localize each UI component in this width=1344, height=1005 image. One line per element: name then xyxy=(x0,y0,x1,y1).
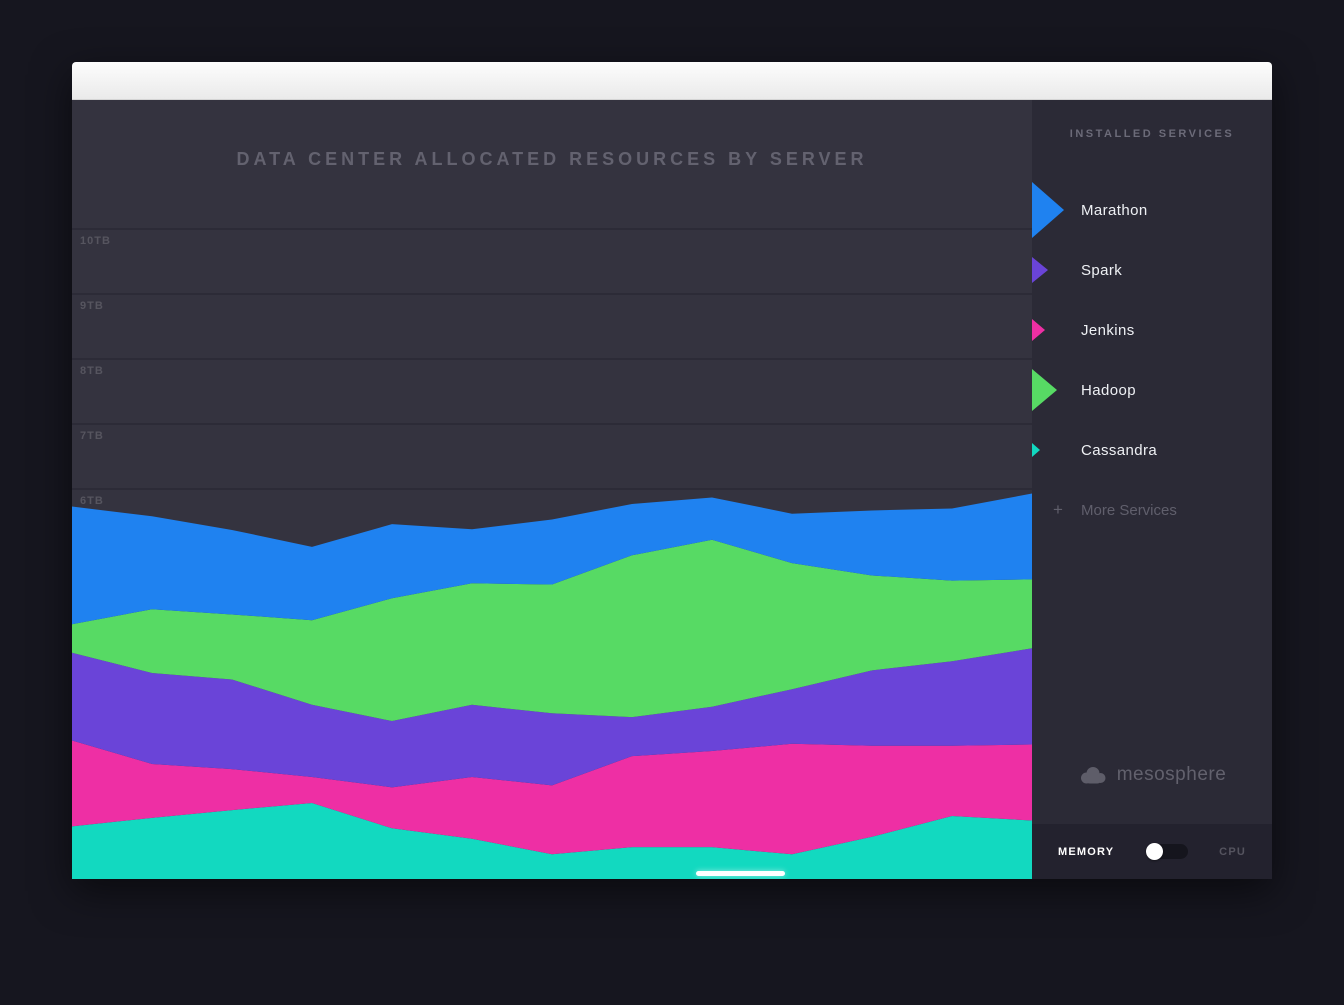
cassandra-arrow-icon xyxy=(1032,443,1040,457)
area-series-jenkins xyxy=(72,740,1032,855)
page-background: DATA CENTER ALLOCATED RESOURCES BY SERVE… xyxy=(0,62,1344,879)
service-label: Jenkins xyxy=(1081,321,1135,339)
service-item-hadoop[interactable]: Hadoop xyxy=(1032,360,1272,420)
jenkins-arrow-icon xyxy=(1032,319,1045,341)
memory-label[interactable]: MEMORY xyxy=(1058,845,1115,858)
scroll-indicator[interactable] xyxy=(696,871,785,876)
service-item-jenkins[interactable]: Jenkins xyxy=(1032,300,1272,360)
more-services-button[interactable]: + More Services xyxy=(1032,480,1272,540)
area-series-spark xyxy=(72,648,1032,788)
toggle-knob[interactable] xyxy=(1145,843,1163,860)
plus-icon: + xyxy=(1053,500,1063,519)
service-label: Cassandra xyxy=(1081,441,1158,459)
area-series-cassandra xyxy=(72,802,1032,879)
memory-cpu-toggle[interactable] xyxy=(1145,843,1188,860)
service-item-spark[interactable]: Spark xyxy=(1032,240,1272,300)
y-tick-label: 6TB xyxy=(80,495,104,507)
more-services-label: More Services xyxy=(1081,501,1177,519)
installed-services-sidebar: INSTALLED SERVICES Marathon Spark Jenkins H… xyxy=(1032,100,1272,879)
y-tick-label: 8TB xyxy=(80,365,104,377)
service-label: Hadoop xyxy=(1081,381,1136,399)
service-item-cassandra[interactable]: Cassandra xyxy=(1032,420,1272,480)
service-list: Marathon Spark Jenkins Hadoop Cassandra xyxy=(1032,180,1272,480)
service-label: Spark xyxy=(1081,261,1123,279)
service-label: Marathon xyxy=(1081,201,1148,219)
mesosphere-logo: mesosphere xyxy=(1032,764,1272,786)
cpu-label[interactable]: CPU xyxy=(1219,845,1246,858)
y-tick-label: 9TB xyxy=(80,300,104,312)
sidebar-footer: MEMORY CPU xyxy=(1032,824,1272,879)
chart-area: DATA CENTER ALLOCATED RESOURCES BY SERVE… xyxy=(72,100,1032,879)
area-series-marathon xyxy=(72,493,1032,625)
window-titlebar[interactable] xyxy=(72,62,1272,100)
spark-arrow-icon xyxy=(1032,257,1048,283)
hadoop-arrow-icon xyxy=(1032,369,1057,411)
service-item-marathon[interactable]: Marathon xyxy=(1032,180,1272,240)
sidebar-header: INSTALLED SERVICES xyxy=(1069,128,1235,140)
window-content: DATA CENTER ALLOCATED RESOURCES BY SERVE… xyxy=(72,100,1272,879)
chart-title: DATA CENTER ALLOCATED RESOURCES BY SERVE… xyxy=(236,149,868,169)
y-tick-label: 7TB xyxy=(80,430,104,442)
y-tick-label: 10TB xyxy=(80,235,111,247)
stacked-area-chart: 10TB 9TB 8TB 7TB 6TB xyxy=(72,228,1032,879)
logo-text: mesosphere xyxy=(1116,764,1227,785)
marathon-arrow-icon xyxy=(1032,182,1064,238)
area-series-hadoop xyxy=(72,539,1032,722)
app-window: DATA CENTER ALLOCATED RESOURCES BY SERVE… xyxy=(72,62,1272,879)
mesosphere-cloud-icon xyxy=(1080,766,1106,783)
